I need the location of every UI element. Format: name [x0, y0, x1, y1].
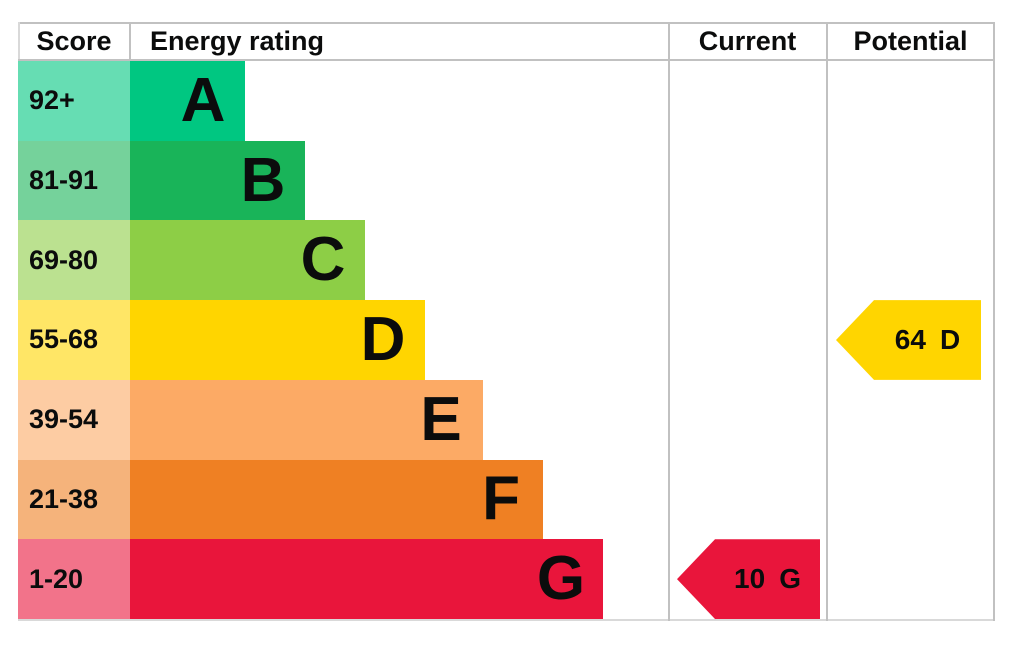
current-band-letter: G	[779, 563, 801, 595]
band-score-range: 1-20	[18, 539, 130, 619]
table-border-top	[18, 22, 995, 24]
band-letter: C	[300, 225, 346, 295]
band-row-d: 55-68 D	[18, 300, 995, 380]
potential-value: 64	[894, 323, 926, 355]
potential-column-divider	[826, 22, 828, 621]
header-potential-label: Potential	[853, 26, 968, 56]
band-bar: C	[130, 220, 365, 301]
band-letter: F	[482, 464, 520, 534]
band-bar: A	[130, 61, 245, 141]
band-letter: E	[420, 384, 462, 454]
band-letter: G	[536, 544, 586, 614]
table-border-bottom	[18, 619, 995, 621]
band-row-e: 39-54 E	[18, 379, 995, 460]
band-score-range: 92+	[18, 61, 130, 141]
band-letter: B	[240, 145, 286, 215]
header-divider	[18, 59, 995, 61]
header-row: Score Energy rating Current Potential	[18, 22, 995, 61]
current-value: 10	[734, 563, 766, 595]
table-border-right	[993, 22, 995, 621]
band-row-c: 69-80 C	[18, 220, 995, 301]
band-row-g: 1-20 G	[18, 539, 995, 619]
band-row-f: 21-38 F	[18, 459, 995, 540]
epc-table: Score Energy rating Current Potential 92…	[18, 22, 995, 622]
current-column-divider	[668, 22, 670, 621]
band-letter: D	[360, 304, 406, 374]
band-bar: B	[130, 140, 305, 221]
band-rows: 92+ A 81-91 B 69-80 C 55-68 D	[18, 61, 995, 619]
header-current-label: Current	[698, 26, 797, 56]
score-rating-divider	[129, 22, 131, 61]
band-bar: G	[130, 539, 603, 619]
header-energy-rating-label: Energy rating	[150, 26, 325, 56]
band-row-b: 81-91 B	[18, 140, 995, 221]
band-bar: F	[130, 459, 543, 540]
band-bar: E	[130, 379, 483, 460]
band-bar: D	[130, 300, 425, 380]
band-score-range: 69-80	[18, 220, 130, 301]
band-letter: A	[180, 65, 226, 135]
band-score-range: 55-68	[18, 300, 130, 380]
header-score-label: Score	[36, 26, 112, 56]
band-score-range: 39-54	[18, 379, 130, 460]
band-score-range: 81-91	[18, 140, 130, 221]
band-row-a: 92+ A	[18, 61, 995, 141]
potential-band-letter: D	[939, 323, 961, 355]
band-score-range: 21-38	[18, 459, 130, 540]
